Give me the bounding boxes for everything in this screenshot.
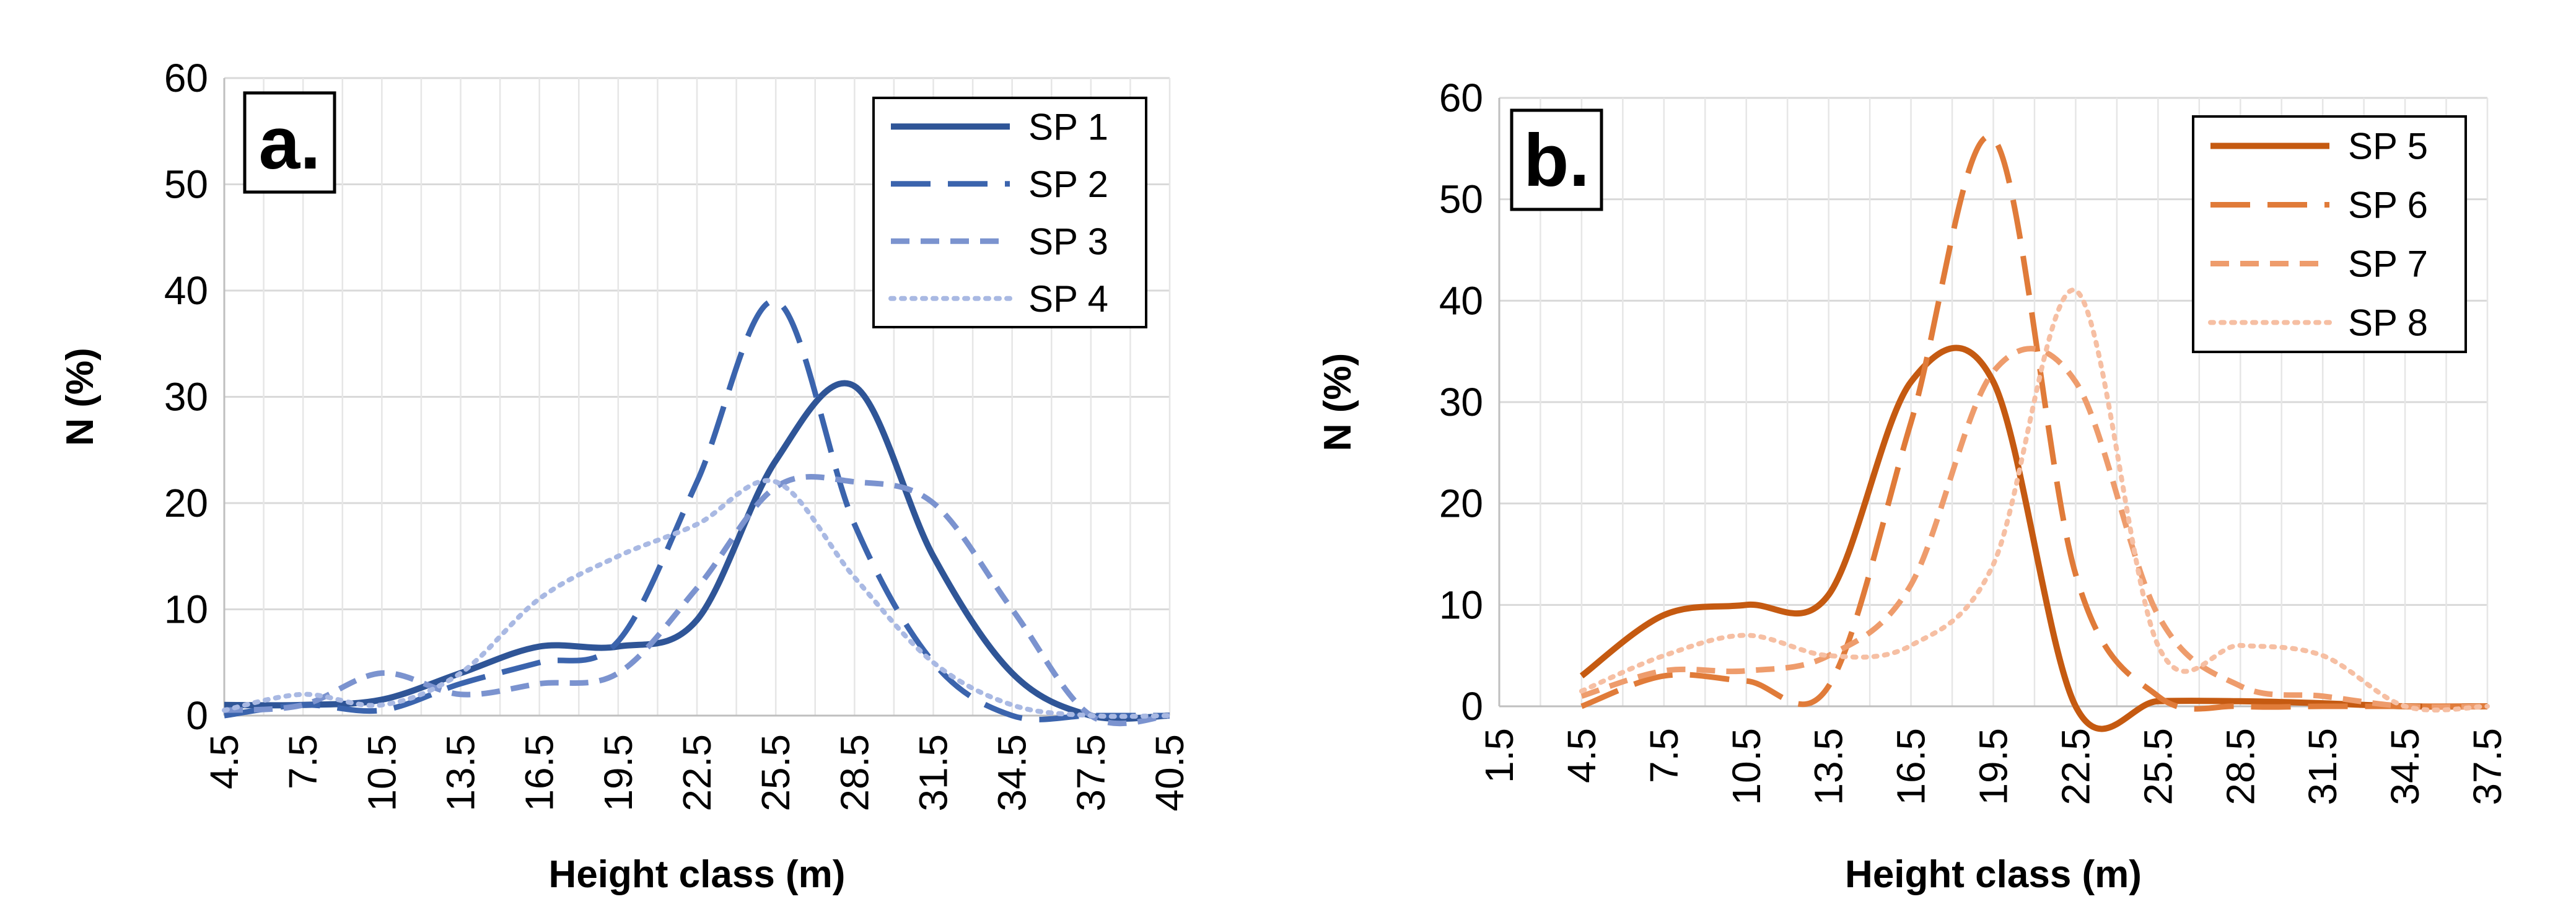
legend-entry: SP 8 [2348,302,2428,344]
x-tick-label: 16.5 [517,734,562,812]
y-tick-label: 30 [1439,380,1483,424]
legend-entry: SP 3 [1028,221,1108,262]
legend-box [872,97,1147,328]
y-tick-label: 50 [164,162,208,207]
panel-label: b. [1523,119,1590,202]
x-tick-label: 19.5 [1971,728,2016,805]
series-line-sp-6 [1580,133,2487,712]
chart-panel-b: 0 10 20 30 40 50 60 1.5 4.5 7.5 10.5 13.5 16.5 19.5 22… [1316,76,2510,896]
x-tick-label: 1.5 [1477,728,1522,783]
x-tick-label: 34.5 [2383,728,2427,805]
legend-entry: SP 2 [1028,164,1108,205]
x-tick-label: 37.5 [1069,734,1113,812]
x-tick-label: 28.5 [2218,728,2263,805]
panel-label-box [1510,108,1603,211]
x-tick-label: 34.5 [990,734,1035,812]
chart-panel-a: 0 10 20 30 40 50 60 4.5 7.5 10.5 13.5 16.5 19.5 22.5 2… [59,56,1192,896]
x-tick-label: 7.5 [281,734,325,789]
x-tick-label: 4.5 [1559,728,1604,783]
y-tick-label: 40 [1439,278,1483,323]
y-tick-label: 40 [164,268,208,313]
gridlines [223,77,1171,717]
x-tick-label: 16.5 [1889,728,1934,805]
series-group [1579,133,2490,732]
series-group [222,298,1172,727]
y-tick-label: 20 [1439,481,1483,526]
series-line-sp-2 [224,298,1170,722]
series-line-sp-4 [222,478,1172,719]
x-axis-title: Height class (m) [549,853,846,896]
y-tick-label: 60 [1439,76,1483,120]
x-tick-label: 37.5 [2465,728,2510,805]
legend-entry: SP 6 [2348,185,2428,226]
series-line-sp-5 [1579,344,2488,732]
x-tick-label: 7.5 [1642,728,1686,783]
y-tick-label: 30 [164,375,208,419]
y-axis-title: N (%) [59,348,102,445]
legend-entry: SP 7 [2348,243,2428,285]
x-tick-label: 31.5 [911,734,956,812]
series-line-sp-1 [224,380,1170,722]
legend: SP 1 SP 2 SP 3 SP 4 [872,97,1147,328]
x-tick-label: 25.5 [753,734,798,812]
x-axis-title: Height class (m) [1845,853,2142,896]
y-tick-label: 10 [1439,582,1483,627]
x-tick-label: 28.5 [832,734,877,812]
legend-box [2192,115,2467,353]
x-tick-label: 40.5 [1147,734,1192,812]
legend: SP 5 SP 6 SP 7 SP 8 [2192,115,2467,353]
legend-entry: SP 4 [1028,278,1108,320]
x-tick-label: 10.5 [359,734,404,812]
y-tick-label: 0 [186,693,208,738]
x-tick-label: 13.5 [1807,728,1851,805]
y-tick-label: 20 [164,481,208,525]
series-line-sp-8 [1579,287,2490,713]
x-tick-label: 13.5 [439,734,483,812]
x-tick-label: 4.5 [202,734,247,789]
y-tick-label: 0 [1461,684,1483,729]
y-tick-label: 60 [164,56,208,100]
series-line-sp-3 [224,474,1170,727]
x-tick-label: 19.5 [596,734,641,812]
y-tick-label: 50 [1439,177,1483,222]
x-tick-label: 31.5 [2300,728,2345,805]
x-tick-label: 22.5 [675,734,719,812]
y-axis-title: N (%) [1316,353,1359,451]
series-line-sp-7 [1580,346,2488,710]
panel-label: a. [258,102,320,185]
legend-entry: SP 5 [2348,126,2428,167]
x-tick-label: 25.5 [2136,728,2180,805]
x-tick-label: 22.5 [2053,728,2098,805]
x-tick-label: 10.5 [1724,728,1769,805]
y-tick-label: 10 [164,587,208,632]
legend-entry: SP 1 [1028,106,1108,147]
panel-label-box [243,91,336,194]
